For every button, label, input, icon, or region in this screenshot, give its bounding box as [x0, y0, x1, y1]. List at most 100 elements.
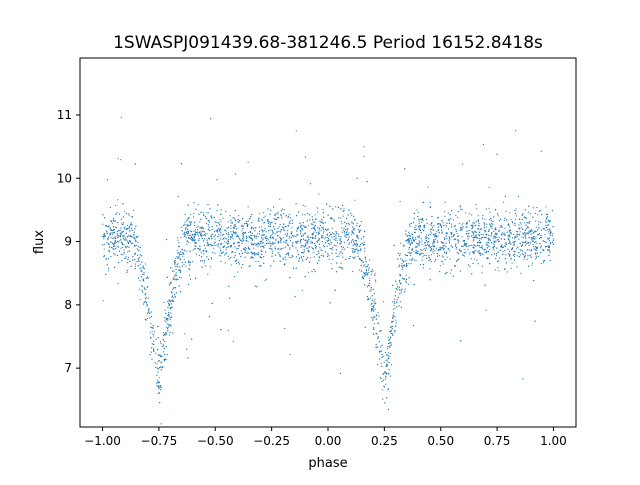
data-point: [408, 283, 410, 285]
data-point: [211, 226, 213, 228]
data-point: [493, 230, 495, 232]
data-point: [239, 238, 241, 240]
data-point: [455, 244, 457, 246]
data-point: [449, 242, 451, 244]
data-point: [279, 237, 281, 239]
data-point: [488, 186, 490, 189]
data-point: [419, 219, 421, 221]
data-point: [374, 274, 376, 276]
data-point: [294, 296, 296, 298]
data-point: [516, 236, 518, 238]
data-point: [113, 245, 115, 247]
data-point: [108, 249, 110, 251]
data-point: [550, 231, 552, 233]
data-point: [201, 237, 203, 239]
data-point: [225, 253, 227, 255]
data-point: [458, 240, 460, 242]
data-point: [278, 241, 280, 243]
data-point: [147, 275, 149, 277]
data-point: [481, 237, 483, 239]
data-point: [424, 247, 426, 249]
data-point: [229, 297, 231, 299]
data-point: [472, 232, 474, 234]
data-point: [522, 241, 524, 243]
data-point: [340, 208, 342, 210]
data-point: [113, 242, 116, 244]
data-point: [399, 279, 401, 282]
data-point: [478, 245, 480, 247]
data-point: [271, 250, 273, 252]
data-point: [105, 230, 107, 232]
data-point: [405, 230, 407, 232]
data-point: [311, 228, 313, 230]
data-point: [290, 236, 293, 239]
y-tick-label: 9: [64, 235, 72, 249]
data-point: [455, 238, 457, 240]
data-point: [284, 233, 286, 235]
data-point: [507, 237, 510, 239]
data-point: [150, 311, 152, 313]
data-point: [434, 236, 436, 238]
data-point: [316, 253, 318, 256]
data-point: [287, 244, 289, 247]
data-point: [168, 334, 171, 336]
data-point: [345, 231, 348, 234]
data-point: [143, 286, 145, 289]
data-point: [210, 257, 212, 259]
data-point: [375, 315, 378, 317]
data-point: [258, 233, 261, 235]
data-point: [510, 218, 512, 220]
data-point: [207, 203, 209, 206]
data-point: [438, 232, 440, 234]
data-point: [451, 246, 453, 248]
data-point: [105, 273, 107, 275]
data-point: [392, 325, 394, 328]
data-point: [307, 271, 310, 273]
data-point: [494, 237, 496, 239]
data-point: [210, 258, 212, 260]
data-point: [418, 220, 420, 222]
data-point: [167, 314, 169, 316]
data-point: [304, 226, 306, 228]
data-point: [341, 268, 343, 270]
data-point: [136, 236, 138, 238]
data-point: [463, 255, 466, 257]
data-point: [459, 205, 461, 207]
data-point: [425, 240, 427, 242]
data-point: [224, 262, 226, 264]
data-point: [423, 254, 425, 257]
data-point: [343, 241, 345, 243]
data-point: [406, 254, 408, 257]
data-point: [321, 235, 323, 237]
data-point: [523, 241, 525, 243]
data-point: [552, 226, 554, 228]
data-point: [184, 222, 186, 224]
data-point: [120, 218, 122, 220]
data-point: [151, 343, 153, 345]
data-point: [401, 268, 404, 270]
data-point: [251, 234, 253, 236]
data-point: [280, 210, 283, 212]
data-point: [356, 235, 358, 237]
data-point: [464, 243, 466, 245]
data-point: [233, 256, 235, 258]
data-point: [318, 237, 320, 239]
data-point: [269, 225, 272, 228]
data-point: [135, 239, 137, 241]
data-point: [405, 281, 408, 283]
data-point: [230, 244, 232, 247]
data-point: [227, 241, 230, 243]
data-point: [411, 259, 413, 261]
data-point: [298, 257, 301, 259]
data-point: [277, 211, 279, 213]
data-point: [533, 231, 535, 233]
data-point: [132, 259, 134, 261]
data-point: [541, 214, 543, 216]
data-point: [318, 230, 320, 232]
x-tick-label: 0.25: [371, 434, 398, 448]
data-point: [258, 244, 260, 246]
data-point: [267, 208, 269, 210]
data-point: [520, 245, 523, 247]
data-point: [138, 250, 140, 252]
data-point: [220, 329, 222, 331]
